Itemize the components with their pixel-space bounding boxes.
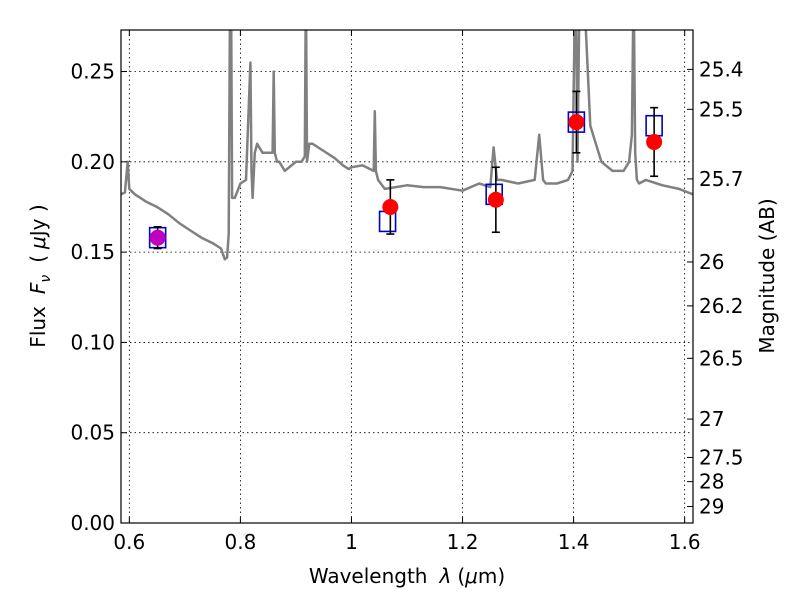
y-tick-label: 0.10 [70,330,115,354]
y2-tick-label: 25.4 [699,57,744,81]
observed-points [149,114,663,246]
y2-tick-label: 28 [699,470,724,494]
y-axis-label: FluxFν(μJy ) [26,204,54,347]
observed-point [646,133,663,150]
y-axis-ticks: 0.00 0.05 0.10 0.15 0.20 0.25 [70,60,127,535]
x-tick-label: 1 [345,530,358,554]
y-tick-label: 0.20 [70,150,115,174]
y2-tick-label: 27.5 [699,445,744,469]
y-tick-label: 0.05 [70,421,115,445]
observed-point [568,114,585,131]
x-tick-label: 1.6 [669,530,701,554]
y2-axis-label: Magnitude (AB) [755,198,779,353]
observed-point [382,198,399,215]
plot-frame [120,29,694,524]
y-tick-label: 0.25 [70,60,115,84]
model-boxes [148,111,663,249]
y2-tick-label: 26 [699,250,724,274]
model-spectrum [121,30,693,261]
y2-tick-label: 26.5 [699,346,744,370]
x-tick-label: 1.4 [558,530,590,554]
y2-tick-label: 25.5 [699,97,744,121]
x-tick-label: 0.8 [224,530,256,554]
y2-tick-label: 25.7 [699,167,744,191]
y2-tick-label: 27 [699,407,724,431]
observed-point [487,191,504,208]
x-tick-label: 1.2 [447,530,479,554]
x-axis-label: Wavelength λ (μm) [309,564,505,588]
model-spectrum-line [121,30,693,261]
observed-point [149,229,166,246]
x-tick-label: 0.6 [113,530,145,554]
y2-tick-label: 29 [699,495,724,519]
y-tick-label: 0.00 [70,511,115,535]
grid [121,30,693,523]
y2-tick-label: 26.2 [699,294,744,318]
y-tick-label: 0.15 [70,240,115,264]
x-axis-ticks: 0.6 0.8 1 1.2 1.4 1.6 [113,30,701,554]
